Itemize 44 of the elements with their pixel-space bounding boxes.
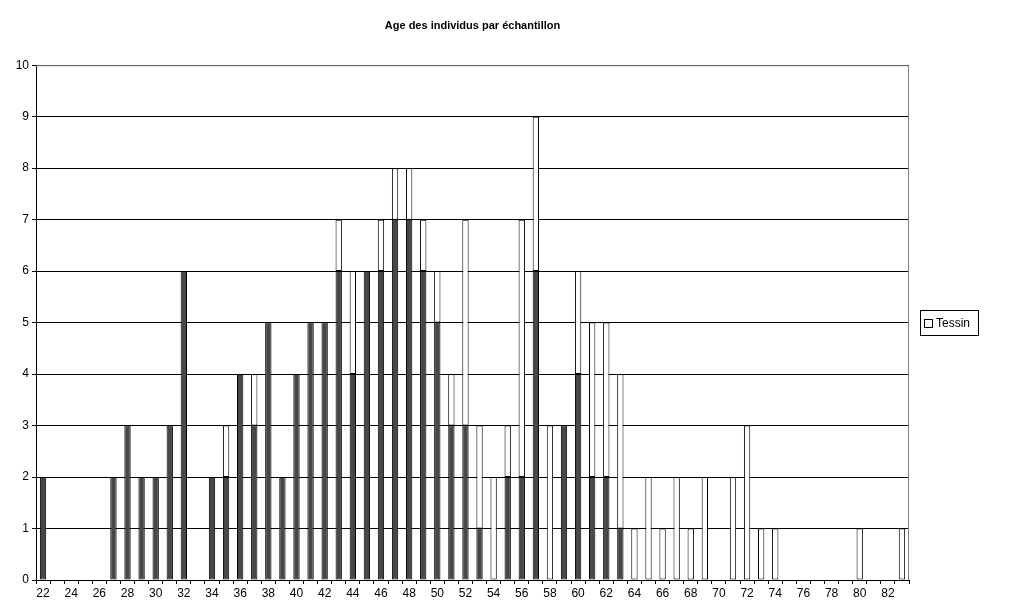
y-tick-label: 9	[22, 108, 30, 123]
y-tick-label: 2	[22, 469, 30, 484]
x-tick-label: 80	[853, 585, 867, 600]
x-tick-label: 62	[599, 585, 614, 600]
x-tick-label: 38	[261, 585, 276, 600]
y-tick-label: 0	[22, 572, 30, 587]
y-tick-label: 1	[22, 520, 30, 535]
x-tick-label: 50	[430, 585, 445, 600]
x-tick-label: 78	[824, 585, 839, 600]
x-tick-label: 30	[149, 585, 163, 600]
y-tick-label: 6	[22, 263, 30, 278]
y-tick-label: 4	[22, 366, 30, 381]
x-tick-label: 40	[289, 585, 304, 600]
y-tick-label: 3	[22, 417, 30, 432]
text: Tessin	[936, 315, 971, 331]
x-tick-label: 64	[627, 585, 642, 600]
x-tick-label: 54	[486, 585, 501, 600]
x-tick-label: 28	[120, 585, 135, 600]
x-tick-label: 74	[768, 585, 783, 600]
x-tick-label: 58	[543, 585, 557, 600]
x-tick-label: 48	[402, 585, 417, 600]
x-tick-label: 24	[64, 585, 79, 600]
x-tick-label: 32	[177, 585, 191, 600]
x-tick-label: 34	[205, 585, 219, 600]
x-tick-label: 52	[458, 585, 473, 600]
y-tick-label: 10	[15, 57, 30, 72]
x-tick-label: 26	[92, 585, 107, 600]
x-tick-label: 42	[317, 585, 332, 600]
x-tick-label: 44	[346, 585, 360, 600]
y-tick-label: 7	[22, 211, 30, 226]
x-tick-label: 72	[740, 585, 755, 600]
x-tick-label: 76	[796, 585, 811, 600]
x-tick-label: 68	[684, 585, 698, 600]
x-tick-label: 22	[36, 585, 51, 600]
x-tick-label: 60	[571, 585, 586, 600]
x-tick-label: 36	[233, 585, 248, 600]
x-tick-label: 70	[712, 585, 726, 600]
chart-title: Age des individus par échantillon	[384, 18, 561, 31]
y-tick-label: 5	[22, 314, 30, 329]
x-tick-label: 82	[881, 585, 895, 600]
x-tick-label: 66	[655, 585, 670, 600]
y-tick-label: 8	[22, 160, 30, 175]
x-tick-label: 46	[374, 585, 388, 600]
x-tick-label: 56	[515, 585, 529, 600]
